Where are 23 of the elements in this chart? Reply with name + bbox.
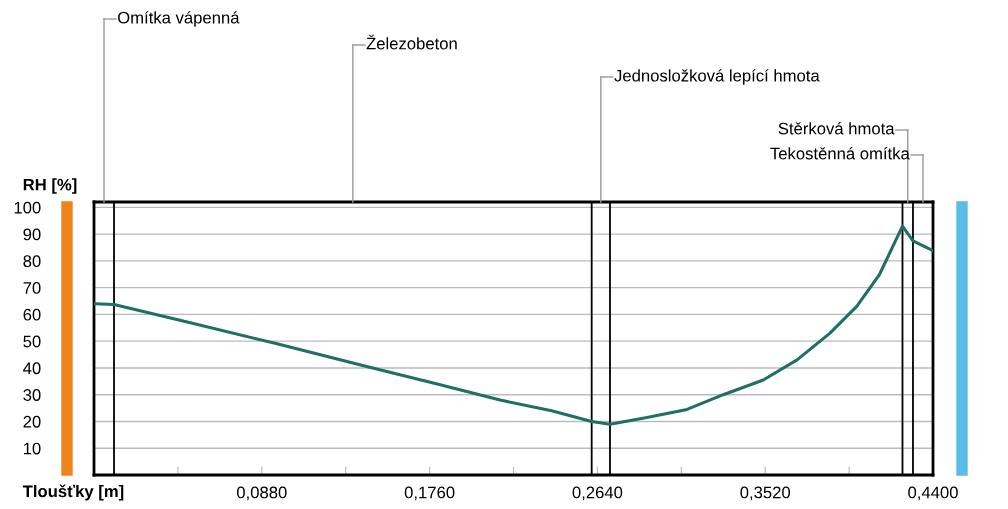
x-tick-label: 0,1760 bbox=[404, 486, 455, 501]
y-tick-label: 10 bbox=[23, 442, 41, 455]
y-tick-label: 100 bbox=[14, 201, 41, 214]
text: Omítka vápenná bbox=[118, 11, 240, 27]
y-tick-label: 20 bbox=[23, 415, 41, 428]
x-axis-title: Tloušťky [m] bbox=[22, 484, 124, 501]
y-tick-label: 30 bbox=[23, 389, 41, 401]
text: Jednosložková lepící hmota bbox=[614, 69, 820, 85]
y-tick-label: 90 bbox=[23, 228, 41, 241]
text: Stěrková hmota bbox=[778, 122, 895, 135]
x-tick-label: 0,3520 bbox=[740, 486, 791, 501]
x-tick-label: 0,0880 bbox=[236, 486, 287, 501]
x-tick-label: 0,4400 bbox=[908, 486, 958, 501]
y-tick-label: 70 bbox=[23, 282, 41, 294]
line-series bbox=[94, 224, 933, 426]
y-tick-label: 40 bbox=[23, 362, 41, 375]
y-tick-label: 50 bbox=[23, 335, 41, 348]
y-tick-label: 60 bbox=[23, 308, 41, 321]
y-tick-label: 80 bbox=[23, 255, 41, 268]
y-axis-title: RH [%] bbox=[23, 178, 77, 194]
x-tick-label: 0,2640 bbox=[572, 486, 623, 501]
text: Tekostěnná omítka bbox=[770, 147, 910, 160]
text: Železobeton bbox=[366, 34, 457, 50]
